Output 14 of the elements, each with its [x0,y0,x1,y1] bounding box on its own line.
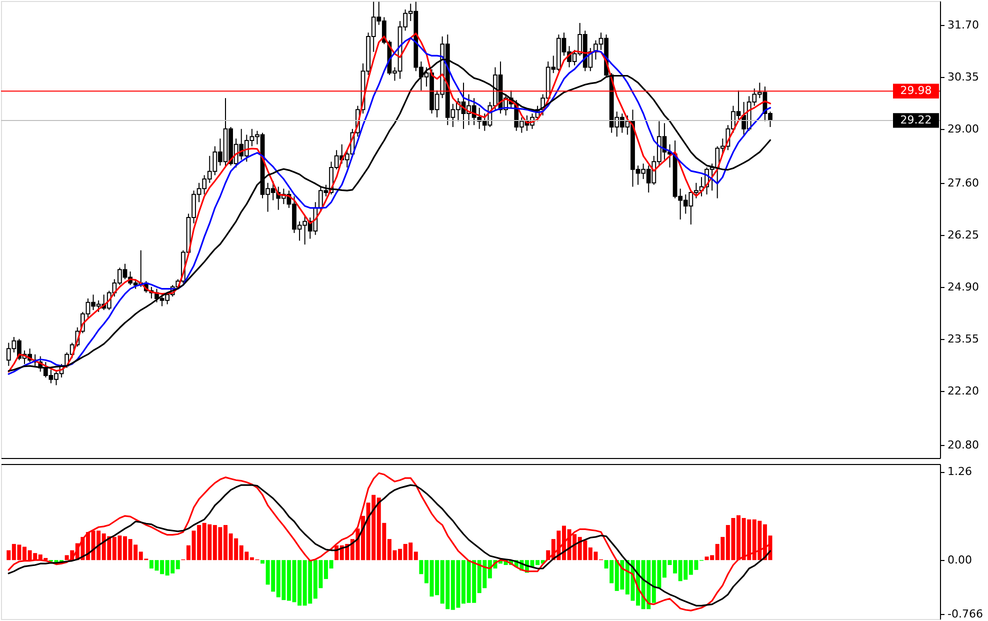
y-tick-label: 26.25 [948,228,979,242]
y-tick-label: 22.20 [948,384,979,398]
y-tick-label: 23.55 [948,332,979,346]
y-tick-label: 24.90 [948,280,979,294]
y-tick-label: -0.766 [948,607,983,620]
ref-line-label: 29.22 [900,113,932,126]
y-tick-label: 20.80 [948,438,979,452]
y-tick-label: 0.00 [948,554,972,567]
y-tick-label: 1.26 [948,465,972,478]
y-tick-label: 31.70 [948,18,979,32]
y-tick-label: 27.60 [948,176,979,190]
ref-line-label: 29.98 [900,84,932,98]
y-tick-label: 30.35 [948,70,979,84]
y-tick-label: 29.00 [948,122,979,136]
